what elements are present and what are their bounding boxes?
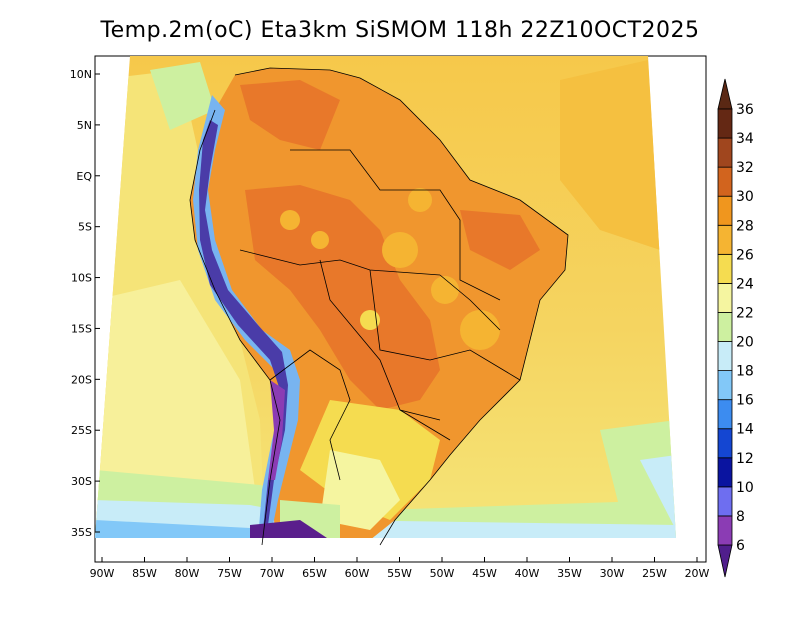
colorbar-label: 34: [736, 131, 754, 147]
lon-tick-label: 80W: [175, 567, 200, 580]
colorbar-label: 6: [736, 538, 745, 554]
colorbar-label: 14: [736, 422, 754, 438]
lon-tick-label: 75W: [217, 567, 242, 580]
colorbar-label: 12: [736, 451, 754, 467]
colorbar-box: [717, 166, 733, 197]
colorbar-box: [717, 399, 733, 430]
lon-tick-label: 30W: [600, 567, 625, 580]
lat-tick-label: 35S: [71, 526, 92, 539]
colorbar-box: [717, 195, 733, 226]
colorbar-box: [717, 341, 733, 371]
lat-tick-label: 25S: [71, 424, 92, 437]
lon-tick-label: 45W: [472, 567, 497, 580]
lon-tick-label: 90W: [90, 567, 115, 580]
lon-tick-label: 40W: [515, 567, 540, 580]
colorbar-label: 32: [736, 160, 754, 176]
colorbar-box: [717, 224, 733, 255]
colorbar-high-arrow: [717, 78, 733, 110]
colorbar-box: [717, 370, 733, 401]
colorbar-label: 22: [736, 305, 754, 321]
lon-tick-label: 65W: [302, 567, 327, 580]
colorbar: 6 8 10 12 14 16 18 20 22 24 26 28 30 32 34 36: [717, 78, 754, 578]
colorbar-label: 18: [736, 364, 754, 380]
colorbar-label: 16: [736, 393, 754, 409]
colorbar-box: [717, 428, 733, 459]
colorbar-label: 8: [736, 509, 745, 525]
colorbar-low-arrow: [717, 544, 733, 578]
lon-tick-label: 70W: [260, 567, 285, 580]
lon-tick-label: 55W: [387, 567, 412, 580]
colorbar-box: [717, 486, 733, 517]
lon-tick-label: 50W: [430, 567, 455, 580]
colorbar-box: [717, 282, 733, 313]
colorbar-box: [717, 312, 733, 342]
lon-tick-label: 35W: [557, 567, 582, 580]
colorbar-box: [717, 457, 733, 488]
lon-tick-label: 60W: [345, 567, 370, 580]
latitude-axis: 10N 5N EQ 5S 10S 15S 20S 25S 30S 35S: [70, 68, 100, 539]
colorbar-box: [717, 515, 733, 546]
lat-tick-label: 30S: [71, 475, 92, 488]
lat-tick-label: 20S: [71, 373, 92, 386]
lat-tick-label: 15S: [71, 322, 92, 335]
longitude-axis: 90W 85W 80W 75W 70W 65W 60W 55W 50W 45W 40W 35W 30W 2…: [90, 557, 710, 580]
colorbar-label: 10: [736, 480, 754, 496]
lat-tick-label: EQ: [76, 170, 92, 183]
map-title: Temp.2m(oC) Eta3km SiSMOM 118h 22Z10OCT2…: [100, 18, 700, 43]
colorbar-label: 24: [736, 276, 754, 292]
lon-tick-label: 85W: [132, 567, 157, 580]
hot-interior: [245, 185, 440, 410]
colorbar-label: 20: [736, 335, 754, 351]
lat-tick-label: 10N: [70, 68, 92, 81]
lat-tick-label: 5N: [77, 119, 92, 132]
colorbar-box: [717, 253, 733, 284]
colorbar-label: 26: [736, 247, 754, 263]
lat-tick-label: 10S: [71, 272, 92, 285]
lat-tick-label: 5S: [78, 221, 92, 234]
lon-tick-label: 25W: [642, 567, 667, 580]
country-borders: [189, 67, 569, 546]
colorbar-label: 30: [736, 189, 754, 205]
lon-tick-label: 20W: [685, 567, 710, 580]
colorbar-label: 28: [736, 218, 754, 234]
colorbar-box: [717, 108, 733, 139]
colorbar-box: [717, 137, 733, 168]
temperature-field: [95, 56, 676, 538]
colorbar-label: 36: [736, 102, 754, 118]
